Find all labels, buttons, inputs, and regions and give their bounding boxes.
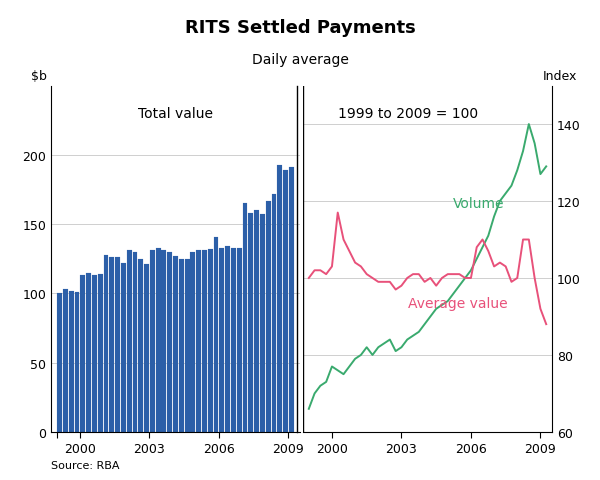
Text: 1999 to 2009 = 100: 1999 to 2009 = 100	[338, 107, 478, 121]
Bar	[272, 194, 277, 432]
Bar	[80, 276, 85, 432]
Bar	[220, 248, 224, 432]
Bar	[167, 252, 172, 432]
Bar	[69, 291, 74, 432]
Bar	[98, 275, 103, 432]
Text: Total value: Total value	[138, 107, 213, 121]
Text: RITS Settled Payments: RITS Settled Payments	[185, 19, 415, 37]
Bar	[173, 256, 178, 432]
Text: Volume: Volume	[452, 196, 504, 210]
Bar	[161, 251, 166, 432]
Bar	[104, 255, 109, 432]
Bar	[57, 294, 62, 432]
Bar	[139, 259, 143, 432]
Bar	[127, 251, 131, 432]
Bar	[92, 276, 97, 432]
Bar	[121, 264, 126, 432]
Bar	[260, 215, 265, 432]
Bar	[190, 252, 196, 432]
Bar	[231, 248, 236, 432]
Bar	[179, 259, 184, 432]
Bar	[86, 273, 91, 432]
Bar	[155, 248, 161, 432]
Text: Index: Index	[542, 70, 577, 83]
Text: $b: $b	[31, 70, 47, 83]
Bar	[266, 201, 271, 432]
Bar	[242, 204, 247, 432]
Bar	[277, 165, 282, 432]
Bar	[196, 251, 201, 432]
Bar	[133, 252, 137, 432]
Bar	[185, 259, 190, 432]
Bar	[109, 258, 114, 432]
Bar	[208, 250, 212, 432]
Bar	[74, 292, 79, 432]
Bar	[63, 289, 68, 432]
Bar	[144, 265, 149, 432]
Bar	[248, 214, 253, 432]
Text: Daily average: Daily average	[251, 53, 349, 67]
Bar	[254, 211, 259, 432]
Bar	[225, 247, 230, 432]
Bar	[289, 168, 294, 432]
Text: Source: RBA: Source: RBA	[51, 460, 119, 470]
Bar	[214, 237, 218, 432]
Bar	[150, 251, 155, 432]
Bar	[237, 248, 242, 432]
Bar	[283, 171, 288, 432]
Bar	[115, 258, 120, 432]
Bar	[202, 251, 207, 432]
Text: Average value: Average value	[407, 297, 507, 311]
